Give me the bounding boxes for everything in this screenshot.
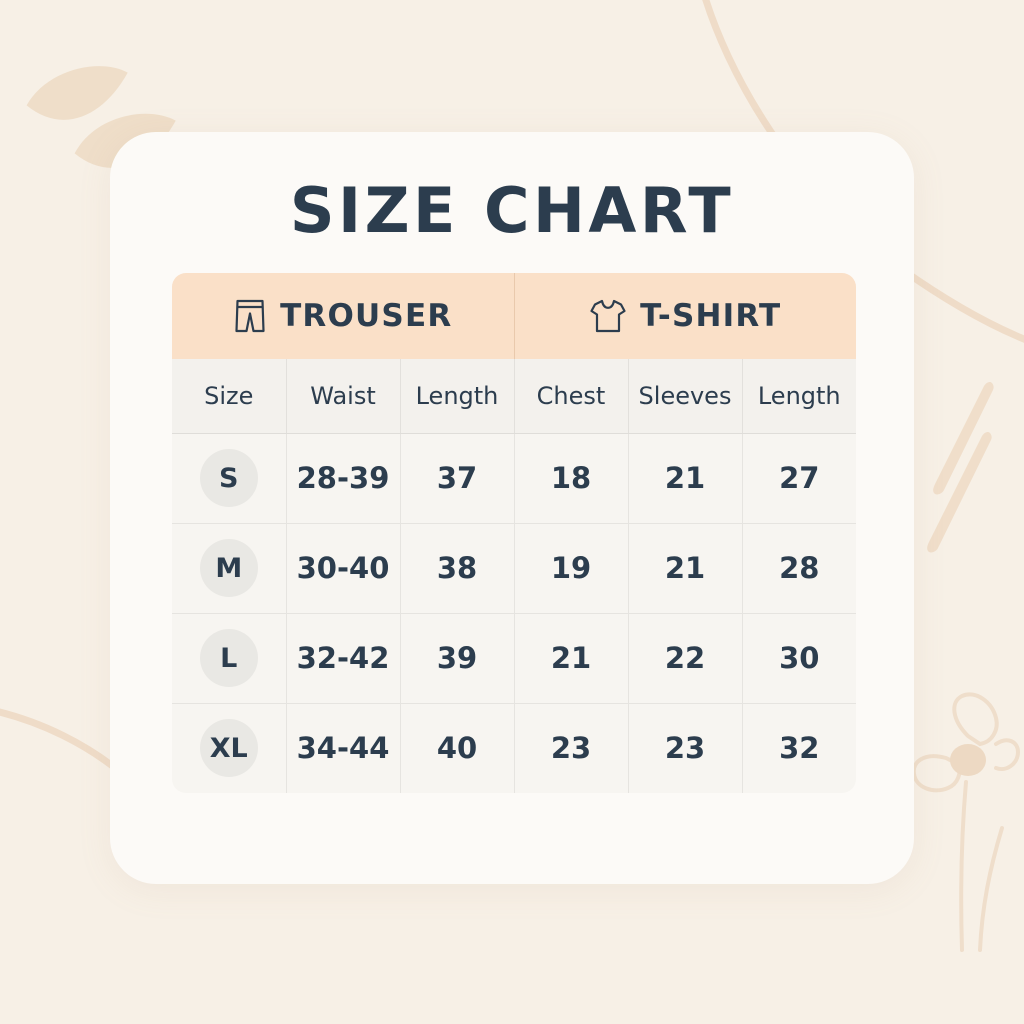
size-badge: M: [199, 539, 258, 597]
page-title: SIZE CHART: [289, 174, 735, 247]
cell-shirt-length: 32: [742, 703, 856, 793]
cell-chest: 18: [514, 433, 629, 524]
cell-waist: 28-39: [286, 433, 401, 524]
category-header-tshirt: T-SHIRT: [513, 273, 856, 359]
cell-trouser-length: 38: [400, 523, 515, 614]
cell-size: XL: [172, 703, 287, 793]
size-badge: L: [199, 629, 258, 687]
stroke-right-lower: [927, 432, 992, 553]
size-chart-table: TROUSER T-SHIRT Size Wais: [172, 273, 856, 793]
cell-waist: 32-42: [286, 613, 401, 704]
cell-size: S: [172, 433, 287, 524]
cell-sleeves: 22: [628, 613, 743, 704]
cell-shirt-length: 27: [742, 433, 856, 524]
column-header-waist: Waist: [286, 359, 401, 434]
shorts-icon: [235, 299, 265, 333]
table-row: S 28-39 37 18 21 27: [172, 433, 856, 524]
size-chart-card: SIZE CHART TROUSER: [110, 132, 914, 884]
cell-shirt-length: 28: [742, 523, 856, 614]
category-label-trouser: TROUSER: [280, 298, 453, 334]
cell-trouser-length: 40: [400, 703, 515, 793]
flower-bottom-right: [911, 692, 1021, 952]
cell-size: M: [172, 523, 287, 614]
column-header-trouser-length: Length: [400, 359, 515, 434]
flower-center: [950, 744, 986, 776]
table-row: M 30-40 38 19 21 28: [172, 523, 856, 614]
table-row: L 32-42 39 21 22 30: [172, 613, 856, 704]
stroke-right-upper: [933, 382, 994, 495]
cell-chest: 21: [514, 613, 629, 704]
tshirt-icon: [590, 299, 626, 333]
column-header-chest: Chest: [514, 359, 629, 434]
table-row: XL 34-44 40 23 23 32: [172, 703, 856, 793]
category-header-trouser: TROUSER: [172, 273, 514, 359]
cell-shirt-length: 30: [742, 613, 856, 704]
column-header-sleeves: Sleeves: [628, 359, 743, 434]
cell-chest: 23: [514, 703, 629, 793]
cell-waist: 34-44: [286, 703, 401, 793]
category-header-row: TROUSER T-SHIRT: [172, 273, 856, 359]
size-badge: S: [199, 449, 258, 507]
column-header-row: Size Waist Length Chest Sleeves Length: [172, 359, 856, 434]
cell-sleeves: 23: [628, 703, 743, 793]
cell-size: L: [172, 613, 287, 704]
cell-chest: 19: [514, 523, 629, 614]
column-header-size: Size: [172, 359, 287, 434]
size-badge: XL: [199, 719, 258, 778]
cell-waist: 30-40: [286, 523, 401, 614]
stroke-group-right: [927, 382, 994, 553]
cell-trouser-length: 39: [400, 613, 515, 704]
cell-trouser-length: 37: [400, 433, 515, 524]
cell-sleeves: 21: [628, 433, 743, 524]
category-label-tshirt: T-SHIRT: [640, 298, 782, 334]
column-header-shirt-length: Length: [742, 359, 856, 434]
leaf-top-left-upper: [26, 66, 128, 120]
cell-sleeves: 21: [628, 523, 743, 614]
